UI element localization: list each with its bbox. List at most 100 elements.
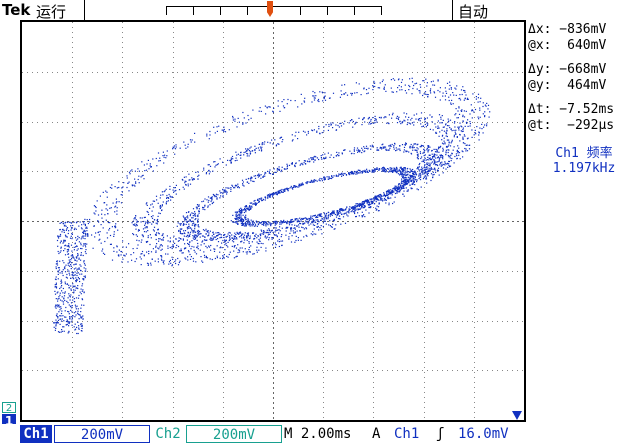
trace-point [157,202,159,204]
trace-point [392,190,394,193]
trace-point [406,150,408,152]
trace-point [282,222,284,224]
trace-point [210,244,212,247]
trace-point [411,122,413,124]
trace-point [423,149,425,151]
trace-point [86,219,88,221]
trace-point [198,212,200,214]
trace-point [214,132,216,134]
trace-point [349,208,351,210]
trace-point [268,237,270,239]
trace-point [160,258,163,260]
trace-point [247,251,249,253]
trace-point [258,240,261,242]
trace-point [138,170,140,172]
trace-point [325,217,327,219]
trace-point [371,200,373,203]
trace-point [290,227,293,229]
trace-point [267,141,269,143]
trace-point [373,171,375,173]
trace-point [268,232,270,234]
trace-point [242,123,244,125]
trace-point [454,121,456,123]
trace-point [201,235,204,237]
trace-point [142,174,144,176]
trace-point [311,181,313,183]
trace-point [445,131,447,133]
trace-point [348,208,350,210]
trace-point [222,188,224,190]
trigger-source[interactable]: Ch1 [394,426,420,442]
trace-point [353,211,356,213]
trace-point [63,267,66,269]
trace-point [361,204,363,206]
trace-point [64,244,67,246]
trace-point [416,151,418,153]
trace-point [269,173,272,175]
trace-point [365,145,368,147]
trace-point [178,237,180,239]
trace-point [246,253,248,255]
trace-point [68,265,71,267]
trace-point [394,187,396,189]
trace-point [411,180,413,183]
trace-point [188,179,190,181]
trace-point [240,232,242,234]
trace-point [438,135,440,137]
trace-point [416,154,418,156]
trace-point [315,179,317,181]
trace-point [179,224,182,226]
trace-point [131,185,134,187]
trace-point [423,169,426,171]
trace-point [254,199,256,202]
trigger-level[interactable]: 16.0mV [458,426,509,442]
ch2-label[interactable]: Ch2 [155,426,181,442]
trace-point [141,234,143,236]
waveform-display[interactable] [20,20,526,422]
trace-point [450,87,452,89]
trace-point [458,152,461,154]
trace-point [251,225,253,227]
trace-point [351,94,353,96]
trace-point [226,255,228,257]
trace-point [230,158,232,160]
trace-point [242,251,244,253]
trace-point [412,172,414,174]
trace-point [253,203,255,205]
trace-point [159,244,161,246]
trace-point [83,267,85,269]
trace-point [395,117,398,119]
trace-point [290,99,292,102]
ch1-label[interactable]: Ch1 [20,425,52,443]
trace-point [415,82,418,84]
trace-point [275,244,277,246]
trace-point [407,189,409,191]
trace-point [412,175,414,177]
trace-point [444,87,446,89]
trace-point [116,187,118,189]
trace-point [172,244,174,246]
trace-point [394,189,396,191]
trace-point [181,233,183,235]
trace-point [67,320,69,322]
trace-point [484,116,486,118]
ch2-scale[interactable]: 200mV [186,425,282,443]
timebase-scale[interactable]: M 2.00ms [284,426,352,442]
trace-point [191,230,193,232]
trace-point [433,155,435,157]
trace-point [96,200,98,202]
trace-point [275,144,278,146]
trace-point [214,196,216,198]
trace-point [241,179,244,181]
trace-point [134,170,136,172]
trace-point [137,168,139,170]
trace-point [76,272,78,274]
trace-point [378,203,380,205]
ch1-scale[interactable]: 200mV [54,425,150,443]
trace-point [208,173,210,175]
trace-point [411,81,414,83]
trace-point [424,169,426,171]
trace-point [449,84,451,87]
trace-point [78,257,80,259]
trace-point [248,238,251,240]
